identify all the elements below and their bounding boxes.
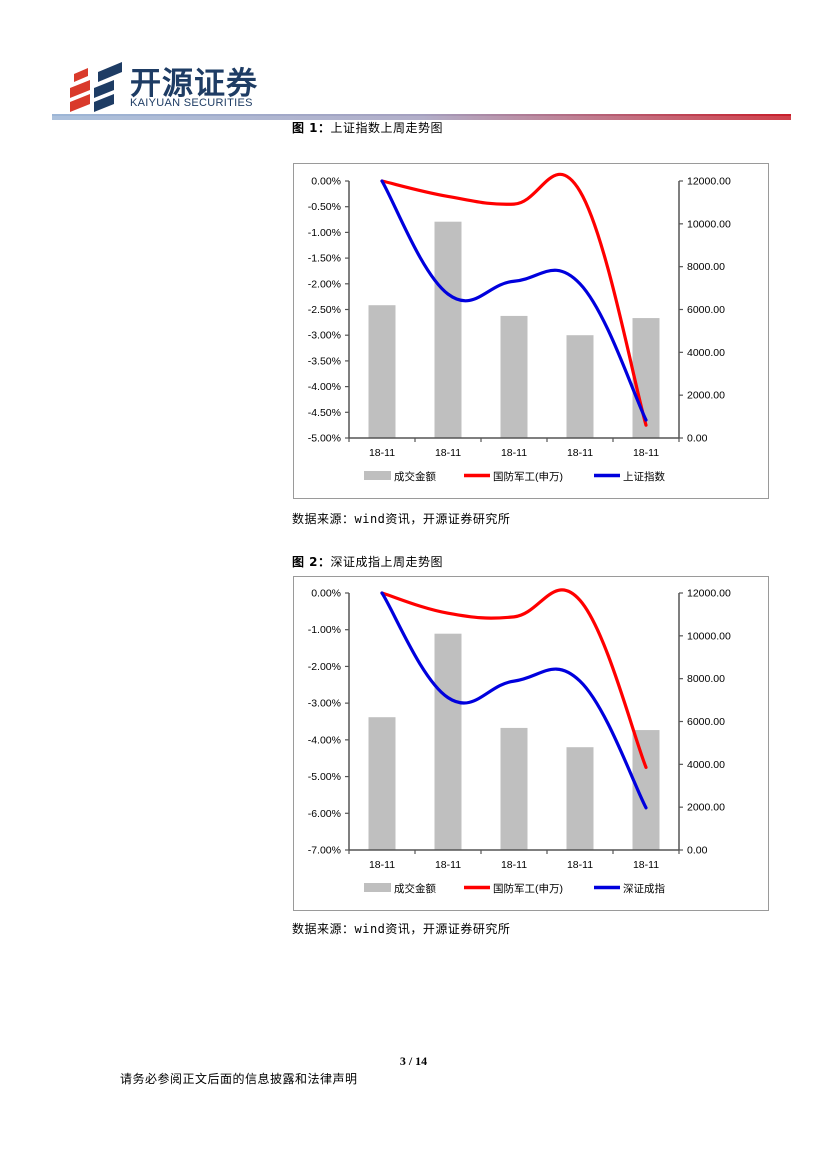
figure-2-label: 图 2： (292, 555, 331, 569)
figure-1-source: 数据来源：wind资讯，开源证券研究所 (292, 512, 511, 526)
left-tick-label: -3.00% (308, 330, 341, 342)
x-tick-label: 18-11 (435, 447, 461, 459)
left-tick-label: -1.50% (308, 253, 341, 265)
figure-2-title: 深证成指上周走势图 (330, 555, 444, 569)
right-tick-label: 2000.00 (687, 390, 725, 402)
header-divider (52, 114, 791, 120)
chart-1: 0.00% -0.50% -1.00% -1.50% -2.00% -2.50% -3.00… (308, 172, 731, 483)
left-tick-label: 0.00% (311, 588, 341, 600)
volume-bar (566, 335, 594, 438)
legend-label-index: 深证成指 (623, 882, 665, 895)
right-tick-label: 6000.00 (687, 304, 725, 316)
left-tick-label: -3.50% (308, 355, 341, 367)
volume-bar (434, 221, 462, 438)
left-tick-label: -4.00% (308, 381, 341, 393)
legend-swatch-volume (364, 471, 391, 480)
left-tick-label: -2.00% (308, 278, 341, 290)
legend-label-volume: 成交金额 (394, 470, 436, 483)
left-tick-label: -3.00% (308, 698, 341, 710)
right-tick-label: 6000.00 (687, 716, 725, 728)
figure-1-label: 图 1： (292, 121, 331, 135)
logo-mark-icon (70, 62, 122, 112)
x-tick-label: 18-11 (435, 859, 461, 871)
company-logo: 开源证券 KAIYUAN SECURITIES (68, 58, 268, 114)
right-tick-label: 8000.00 (687, 261, 725, 273)
figure-1-caption: 图 1：上证指数上周走势图 (292, 119, 443, 136)
left-tick-label: -2.00% (308, 661, 341, 673)
left-tick-label: -6.00% (308, 808, 341, 820)
figure-1-title: 上证指数上周走势图 (330, 121, 444, 135)
x-tick-label: 18-11 (567, 447, 593, 459)
series-line-defense (380, 172, 648, 427)
right-tick-label: 2000.00 (687, 802, 725, 814)
volume-bar (566, 747, 594, 850)
x-tick-label: 18-11 (369, 859, 395, 871)
disclaimer: 请务必参阅正文后面的信息披露和法律声明 (120, 1072, 358, 1086)
left-tick-label: -1.00% (308, 624, 341, 636)
volume-bar (500, 315, 528, 438)
right-tick-label: 0.00 (687, 845, 708, 857)
right-tick-label: 10000.00 (687, 630, 731, 642)
left-tick-label: -2.50% (308, 304, 341, 316)
series-line-index (380, 591, 648, 810)
chart-2: 0.00% -1.00% -2.00% -3.00% -4.00% -5.00% -6.00… (308, 588, 731, 896)
right-tick-label: 8000.00 (687, 673, 725, 685)
company-name-cn: 开源证券 (130, 66, 258, 102)
chart-1-frame: 0.00% -0.50% -1.00% -1.50% -2.00% -2.50% -3.00… (293, 163, 769, 499)
figure-2-caption: 图 2：深证成指上周走势图 (292, 553, 443, 570)
right-tick-label: 12000.00 (687, 176, 731, 188)
right-tick-label: 10000.00 (687, 218, 731, 230)
legend-label-index: 上证指数 (623, 470, 665, 483)
left-tick-label: -5.00% (308, 433, 341, 445)
left-tick-label: -7.00% (308, 845, 341, 857)
left-tick-label: -0.50% (308, 201, 341, 213)
series-line-index (380, 179, 648, 422)
left-tick-label: 0.00% (311, 176, 341, 188)
legend-swatch-volume (364, 883, 391, 892)
x-tick-label: 18-11 (633, 447, 659, 459)
figure-2-source: 数据来源：wind资讯，开源证券研究所 (292, 922, 511, 936)
x-tick-label: 18-11 (501, 859, 527, 871)
volume-bar (368, 305, 396, 438)
x-tick-label: 18-11 (567, 859, 593, 871)
left-tick-label: -5.00% (308, 771, 341, 783)
legend-label-volume: 成交金额 (394, 882, 436, 895)
volume-bar (500, 727, 528, 850)
volume-bar (434, 633, 462, 850)
page-number: 3 / 14 (399, 1054, 428, 1068)
legend-label-defense: 国防军工(申万) (493, 470, 563, 483)
company-name-en: KAIYUAN SECURITIES (130, 97, 253, 109)
series-line-defense (380, 588, 648, 769)
volume-bar (368, 717, 396, 850)
left-tick-label: -4.00% (308, 734, 341, 746)
right-tick-label: 12000.00 (687, 588, 731, 600)
right-tick-label: 4000.00 (687, 759, 725, 771)
x-tick-label: 18-11 (369, 447, 395, 459)
left-tick-label: -1.00% (308, 227, 341, 239)
right-tick-label: 4000.00 (687, 347, 725, 359)
left-tick-label: -4.50% (308, 407, 341, 419)
right-tick-label: 0.00 (687, 433, 708, 445)
x-tick-label: 18-11 (501, 447, 527, 459)
x-tick-label: 18-11 (633, 859, 659, 871)
chart-2-frame: 0.00% -1.00% -2.00% -3.00% -4.00% -5.00% -6.00… (293, 576, 769, 911)
legend-label-defense: 国防军工(申万) (493, 882, 563, 895)
